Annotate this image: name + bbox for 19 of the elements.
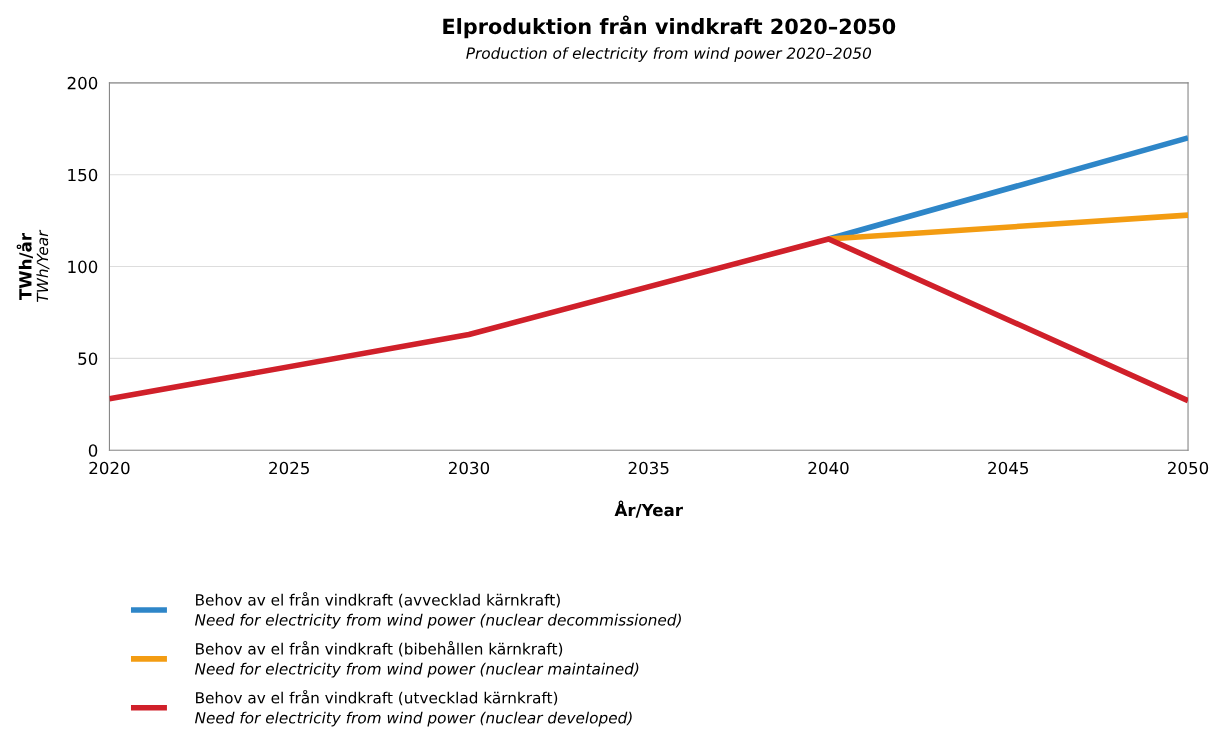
y-tick-label: 150	[68, 168, 98, 182]
legend-label: Behov av el från vindkraft (avvecklad kärnkraft) Need for electricity from wind power (nuclear decommissioned)	[194, 592, 681, 629]
chart-subtitle: Production of electricity from wind power 2020–2050	[466, 47, 872, 62]
x-tick-label: 2050	[1168, 461, 1209, 475]
x-tick-label: 2040	[808, 461, 849, 475]
x-tick-label: 2020	[89, 461, 130, 475]
legend-label: Behov av el från vindkraft (bibehållen kärnkraft) Need for electricity from wind power (nuclear maintained)	[194, 640, 639, 678]
legend-label: Behov av el från vindkraft (utvecklad kärnkraft) Need for electricity from wind power (nuclear developed)	[194, 689, 632, 727]
x-tick-label: 2025	[269, 461, 309, 475]
y-tick-label: 200	[67, 76, 98, 90]
x-tick-label: 2045	[988, 461, 1029, 475]
y-tick-label: 100	[68, 260, 98, 274]
y-axis-title: TWh/år TWh/Year	[16, 229, 50, 302]
y-tick-label: 0	[88, 444, 98, 457]
x-tick-label: 2035	[628, 461, 669, 475]
y-tick-label: 50	[78, 352, 98, 365]
x-tick-label: 2030	[448, 461, 490, 475]
chart-title: Elproduktion från vindkraft 2020–2050	[443, 15, 896, 39]
x-axis-title: År/Year	[614, 500, 683, 518]
